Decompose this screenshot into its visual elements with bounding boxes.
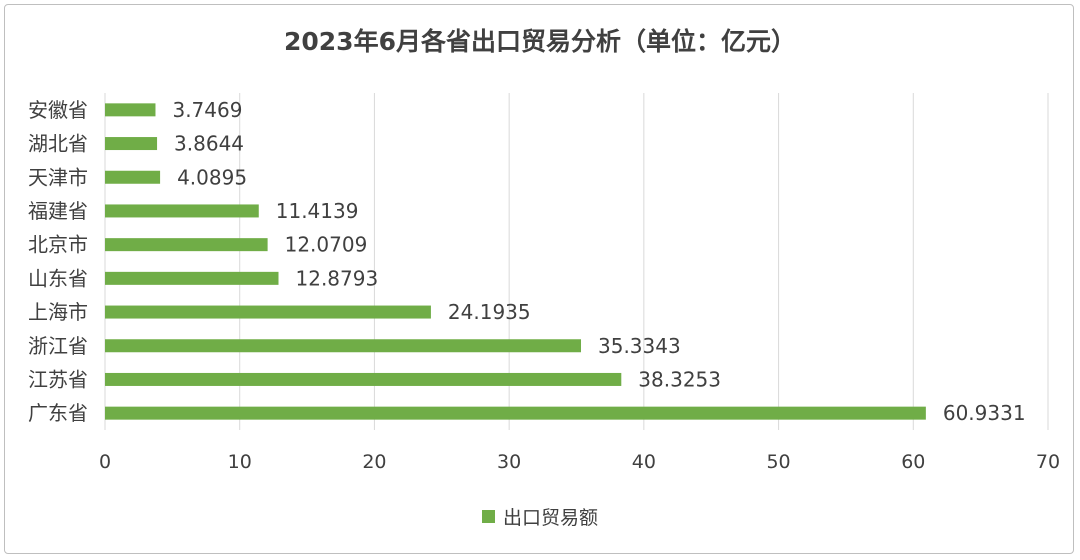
bar <box>105 305 431 319</box>
x-tick-label: 0 <box>99 451 111 473</box>
bar <box>105 339 582 353</box>
data-label: 24.1935 <box>448 300 531 324</box>
legend: 出口贸易额 <box>0 503 1080 530</box>
data-label: 3.8644 <box>174 132 244 156</box>
bar <box>105 238 268 252</box>
bar <box>105 204 259 218</box>
category-label: 上海市 <box>28 300 88 324</box>
bar <box>105 406 926 420</box>
bar <box>105 137 158 151</box>
x-tick-label: 10 <box>228 451 252 473</box>
category-label: 天津市 <box>28 165 88 189</box>
bar <box>105 170 161 184</box>
legend-label: 出口贸易额 <box>502 507 598 529</box>
data-label: 12.0709 <box>285 233 368 257</box>
data-label: 38.3253 <box>638 367 721 391</box>
bar <box>105 372 622 386</box>
x-tick-label: 60 <box>901 451 925 473</box>
legend-swatch <box>481 510 495 523</box>
x-tick-label: 40 <box>632 451 656 473</box>
data-label: 4.0895 <box>177 165 247 189</box>
data-label: 11.4139 <box>276 199 359 223</box>
data-label: 3.7469 <box>172 98 242 122</box>
bar <box>105 271 279 285</box>
category-label: 山东省 <box>28 266 88 290</box>
category-label: 湖北省 <box>28 132 88 156</box>
data-label: 35.3343 <box>598 334 681 358</box>
bar <box>105 103 156 117</box>
category-label: 广东省 <box>28 401 88 425</box>
data-label: 60.9331 <box>943 401 1026 425</box>
chart-frame <box>4 4 1074 554</box>
x-tick-label: 70 <box>1036 451 1060 473</box>
category-label: 北京市 <box>28 233 88 257</box>
x-tick-label: 30 <box>497 451 521 473</box>
chart-title: 2023年6月各省出口贸易分析（单位：亿元） <box>284 27 796 56</box>
category-label: 浙江省 <box>28 334 88 358</box>
category-label: 安徽省 <box>28 98 88 122</box>
data-label: 12.8793 <box>296 266 379 290</box>
x-tick-label: 50 <box>766 451 790 473</box>
category-label: 福建省 <box>28 199 88 223</box>
x-tick-label: 20 <box>362 451 386 473</box>
category-label: 江苏省 <box>28 367 88 391</box>
